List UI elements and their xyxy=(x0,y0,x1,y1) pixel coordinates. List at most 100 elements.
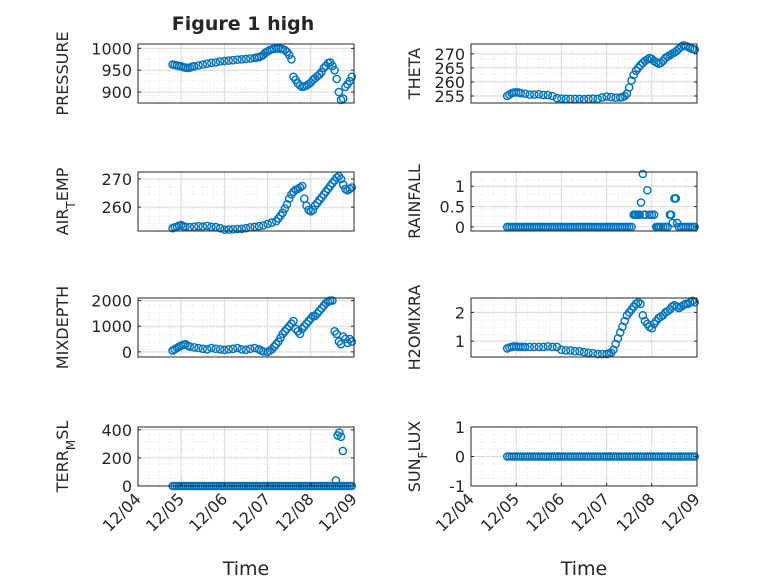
x-axis-label: Time xyxy=(560,558,608,580)
y-tick-label: 2000 xyxy=(91,292,132,311)
data-point xyxy=(347,337,357,346)
data-point xyxy=(189,342,199,352)
data-point xyxy=(291,324,301,334)
axes-box xyxy=(137,43,355,104)
data-point xyxy=(202,59,212,69)
data-point xyxy=(552,93,562,103)
data-point xyxy=(280,326,290,336)
data-point xyxy=(245,344,255,354)
data-point xyxy=(315,70,324,79)
data-point xyxy=(310,311,320,321)
y-axis-label: MIXDEPTH xyxy=(53,286,72,369)
x-tick-label: 12/09 xyxy=(658,489,704,535)
data-point xyxy=(189,222,199,232)
axes-box xyxy=(137,297,355,358)
data-point xyxy=(224,56,233,65)
axes-box xyxy=(137,426,355,487)
data-point xyxy=(241,345,251,355)
data-point xyxy=(561,346,571,355)
data-point xyxy=(561,94,571,104)
data-point xyxy=(666,210,676,219)
data-point xyxy=(237,55,246,64)
data-point xyxy=(299,194,309,203)
x-axis-label: Time xyxy=(222,558,270,580)
data-point xyxy=(304,79,313,89)
y-axis-label: SUNFLUX xyxy=(405,421,430,493)
y-tick-label: 0 xyxy=(122,477,132,496)
data-point xyxy=(267,218,277,227)
data-point xyxy=(534,342,544,352)
data-point xyxy=(584,94,593,104)
y-tick-label: 270 xyxy=(101,170,132,189)
data-point xyxy=(267,344,277,354)
data-point xyxy=(615,328,625,337)
data-point xyxy=(284,194,294,203)
data-point xyxy=(620,91,630,101)
x-tick-label: 12/09 xyxy=(315,489,361,535)
y-axis-label: AIRTEMP xyxy=(53,167,78,235)
data-point xyxy=(202,221,212,231)
data-point xyxy=(638,169,648,179)
y-tick-label: 265 xyxy=(434,59,465,78)
data-point xyxy=(299,321,309,331)
data-point xyxy=(289,187,298,196)
data-point xyxy=(593,349,602,359)
data-point xyxy=(233,55,242,65)
x-tick-label: 12/07 xyxy=(228,489,274,535)
y-tick-label: 0 xyxy=(455,218,465,237)
data-point xyxy=(328,61,337,71)
y-tick-label: 950 xyxy=(101,61,132,80)
data-point xyxy=(520,342,530,352)
data-point xyxy=(584,348,593,358)
x-tick-label: 12/05 xyxy=(142,489,188,535)
subplot-4: 00.5 1 RAINFALL xyxy=(405,164,700,239)
data-point xyxy=(570,346,580,356)
data-point xyxy=(207,222,216,232)
data-point xyxy=(345,334,355,344)
y-tick-label: 200 xyxy=(101,449,132,468)
data-point xyxy=(557,94,566,103)
data-point xyxy=(241,223,251,233)
data-point xyxy=(282,324,292,334)
y-tick-label: 400 xyxy=(101,421,132,440)
data-point xyxy=(237,224,246,234)
data-point xyxy=(312,72,322,81)
data-point xyxy=(250,222,259,232)
data-point xyxy=(690,45,700,54)
data-point xyxy=(207,58,216,68)
data-point xyxy=(297,181,307,191)
data-point xyxy=(543,90,553,100)
data-point xyxy=(641,210,650,219)
data-point xyxy=(570,94,580,104)
data-point xyxy=(575,346,584,356)
data-point xyxy=(530,90,539,99)
series-points xyxy=(502,41,700,104)
data-point xyxy=(636,198,646,207)
data-point xyxy=(211,58,221,67)
data-point xyxy=(347,183,357,192)
y-tick-label: 1 xyxy=(455,418,465,437)
data-point xyxy=(330,65,339,75)
data-point xyxy=(341,82,350,92)
data-point xyxy=(287,55,296,64)
data-point xyxy=(624,83,634,92)
y-axis-label: TERRMSL xyxy=(53,421,78,494)
series-points xyxy=(502,296,700,359)
data-point xyxy=(308,205,318,215)
x-tick-label: 12/07 xyxy=(567,489,613,535)
data-point xyxy=(516,88,526,98)
data-point xyxy=(263,219,272,229)
data-point xyxy=(557,345,566,355)
data-point xyxy=(198,344,208,354)
data-point xyxy=(631,299,641,309)
data-point xyxy=(312,309,322,318)
data-point xyxy=(271,339,281,349)
series-points xyxy=(168,296,357,357)
y-tick-label: 255 xyxy=(434,87,465,106)
data-point xyxy=(284,50,294,60)
data-point xyxy=(215,57,225,66)
y-tick-label: 270 xyxy=(434,45,465,64)
data-point xyxy=(336,432,346,442)
data-point xyxy=(338,94,348,103)
